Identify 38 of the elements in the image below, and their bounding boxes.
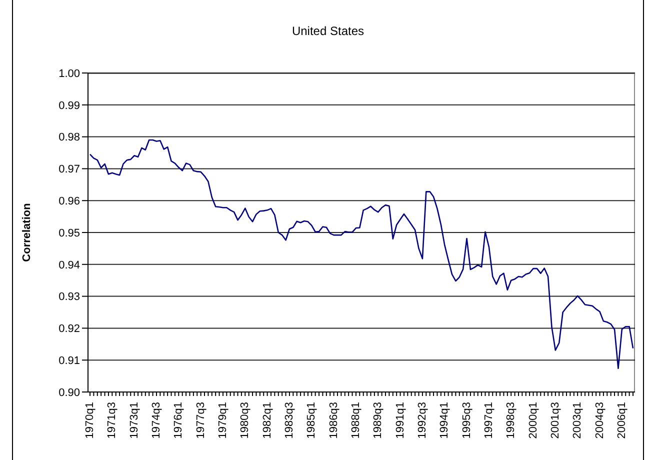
y-tick-label: 0.98 — [58, 132, 80, 144]
y-tick-label: 0.90 — [58, 386, 80, 399]
x-tick-label: 2001q3 — [549, 402, 562, 439]
x-tick-label: 1976q1 — [172, 402, 185, 439]
x-tick-label: 1973q1 — [128, 402, 140, 439]
x-tick-label: 1970q1 — [84, 402, 96, 439]
x-tick-label: 2004q3 — [594, 402, 606, 439]
y-tick-label: 0.95 — [58, 227, 80, 240]
x-tick-label: 2000q1 — [527, 402, 540, 439]
x-tick-label: 1998q3 — [505, 402, 518, 439]
x-tick-label: 1977q3 — [194, 402, 207, 439]
x-tick-label: 1992q3 — [416, 402, 428, 439]
x-tick-label: 1980q3 — [239, 402, 252, 439]
y-tick-label: 0.94 — [58, 259, 80, 272]
x-tick-label: 1988q1 — [350, 402, 362, 439]
y-tick-label: 0.97 — [58, 164, 80, 176]
x-tick-label: 1982q1 — [261, 402, 274, 439]
x-tick-label: 2006q1 — [616, 402, 628, 439]
x-tick-label: 1985q1 — [306, 402, 318, 439]
y-tick-label: 0.93 — [58, 291, 80, 304]
x-tick-label: 1991q1 — [394, 402, 406, 439]
x-tick-label: 1997q1 — [482, 402, 495, 439]
x-tick-label: 1971q3 — [106, 402, 118, 439]
chart-title: United States — [290, 24, 366, 38]
y-axis-title: Correlation — [20, 202, 33, 262]
x-tick-label: 1986q3 — [328, 402, 340, 439]
x-tick-label: 1983q3 — [283, 402, 296, 439]
x-tick-label: 1979q1 — [216, 402, 229, 439]
y-tick-label: 0.92 — [58, 323, 80, 336]
x-tick-label: 1974q3 — [150, 402, 162, 439]
y-tick-label: 0.91 — [58, 355, 80, 368]
x-tick-label: 1989q3 — [372, 402, 384, 439]
x-tick-label: 1995q3 — [460, 402, 473, 439]
y-tick-label: 0.99 — [58, 100, 80, 112]
y-tick-label: 1.00 — [58, 68, 80, 80]
y-tick-label: 0.96 — [58, 196, 80, 208]
x-tick-label: 2003q1 — [572, 402, 584, 439]
x-tick-label: 1994q1 — [438, 402, 451, 439]
